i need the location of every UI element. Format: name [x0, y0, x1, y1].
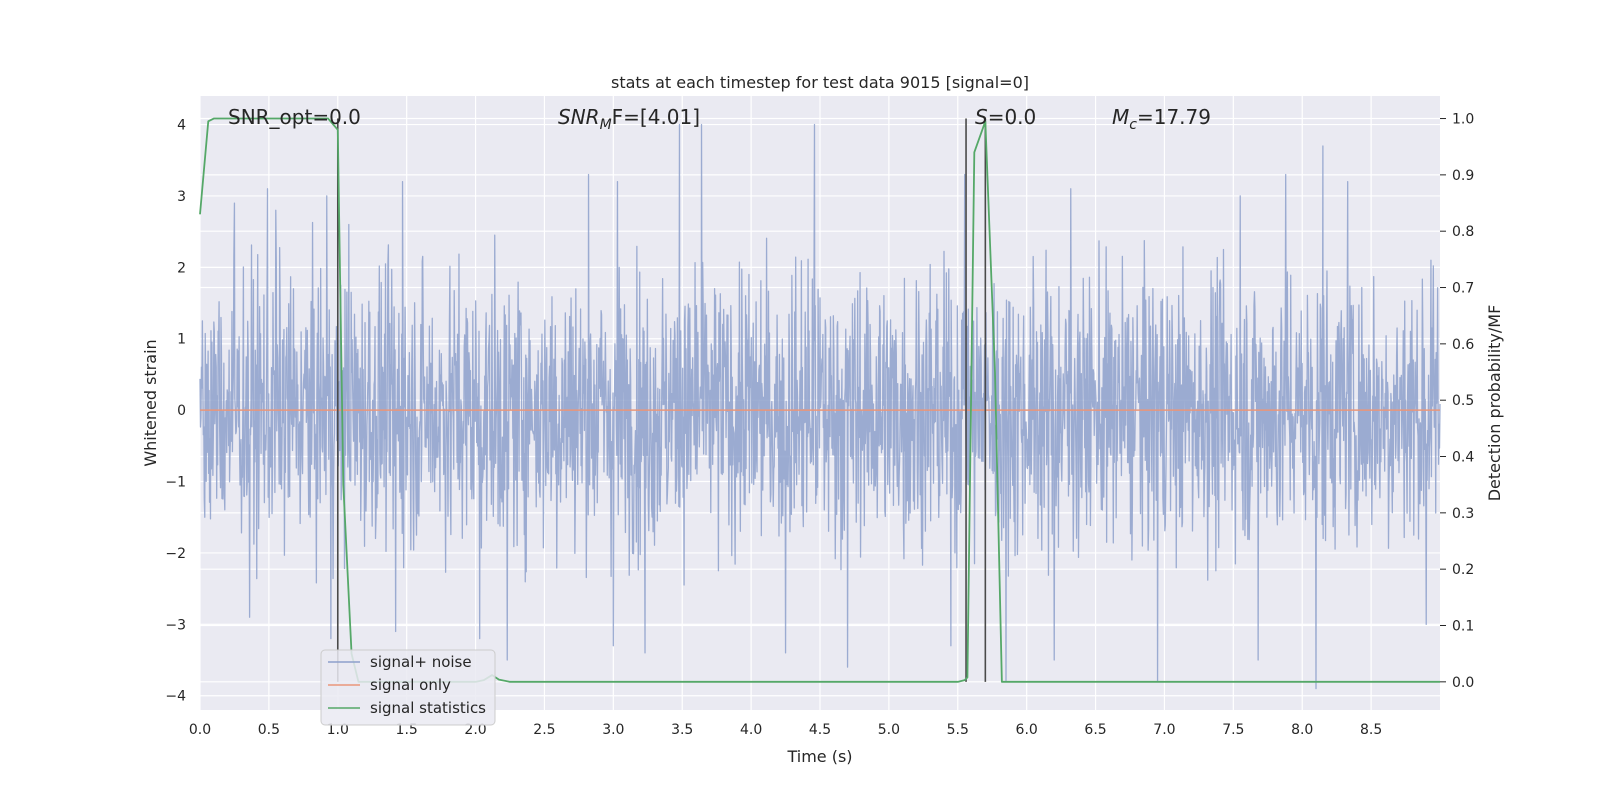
- x-tick-label: 0.5: [258, 722, 280, 738]
- x-tick-label: 7.0: [1153, 722, 1175, 738]
- y-tick-label: 4: [177, 118, 186, 134]
- y2-tick-label: 0.2: [1452, 562, 1474, 578]
- y2-tick-label: 0.5: [1452, 393, 1474, 409]
- y-axis-label: Whitened strain: [141, 339, 160, 466]
- y2-tick-label: 0.6: [1452, 337, 1474, 353]
- x-tick-label: 8.5: [1360, 722, 1382, 738]
- annotation-snr-mf: SNRMF=[4.01]: [558, 105, 700, 133]
- y-tick-label: 0: [177, 403, 186, 419]
- x-tick-label: 7.5: [1222, 722, 1244, 738]
- y-tick-label: −1: [165, 475, 186, 491]
- annotation-mc: Mc=17.79: [1112, 105, 1211, 133]
- x-axis-label: Time (s): [786, 747, 852, 766]
- y-tick-label: −4: [165, 689, 186, 705]
- y2-tick-label: 0.7: [1452, 281, 1474, 297]
- x-tick-label: 5.5: [947, 722, 969, 738]
- x-tick-label: 6.5: [1084, 722, 1106, 738]
- annotation-s-italic: S: [975, 105, 988, 129]
- y2-tick-label: 0.9: [1452, 168, 1474, 184]
- x-tick-label: 3.0: [602, 722, 624, 738]
- y2-tick-label: 0.3: [1452, 506, 1474, 522]
- y2-tick-label: 1.0: [1452, 112, 1474, 128]
- annotation-mc-base: M: [1112, 105, 1129, 129]
- legend: signal+ noise signal only signal statist…: [320, 649, 496, 726]
- x-tick-label: 4.5: [809, 722, 831, 738]
- x-tick-label: 1.0: [327, 722, 349, 738]
- series-signal-plus-noise: [199, 123, 1441, 690]
- signal-noise-line: [199, 123, 1441, 690]
- annotation-s: S=0.0: [975, 105, 1036, 129]
- annotations: SNR_opt=0.0 SNRMF=[4.01] S=0.0 Mc=17.79: [228, 105, 1211, 133]
- x-tick-label: 5.0: [878, 722, 900, 738]
- annotation-mc-rest: =17.79: [1137, 105, 1211, 129]
- chart-title: stats at each timestep for test data 901…: [611, 73, 1029, 92]
- y-tick-label: 3: [177, 189, 186, 205]
- x-tick-label: 2.0: [464, 722, 486, 738]
- annotation-snr-mf-base: SNR: [558, 105, 600, 129]
- annotation-mc-sub: c: [1129, 117, 1137, 133]
- x-tick-label: 4.0: [740, 722, 762, 738]
- y-tick-label: −2: [165, 546, 186, 562]
- legend-label-signal-only: signal only: [370, 676, 451, 694]
- legend-box: [320, 649, 496, 726]
- x-tick-label: 1.5: [396, 722, 418, 738]
- y2-tick-label: 0.0: [1452, 675, 1474, 691]
- x-tick-label: 0.0: [189, 722, 211, 738]
- axis-ticks: 0.0 0.5 1.0 1.5 2.0 2.5 3.0 3.5 4.0 4.5 5.0 5.5 6.0 6…: [165, 112, 1474, 738]
- annotation-snr-mf-sub: M: [600, 117, 612, 133]
- x-tick-label: 2.5: [533, 722, 555, 738]
- legend-label-signal-statistics: signal statistics: [370, 699, 486, 717]
- annotation-snr-opt: SNR_opt=0.0: [228, 105, 361, 129]
- y2-axis-label: Detection probability/MF: [1485, 305, 1504, 502]
- x-tick-label: 8.0: [1291, 722, 1313, 738]
- vertical-markers: [336, 118, 987, 682]
- annotation-s-rest: =0.0: [988, 105, 1037, 129]
- annotation-snr-mf-rest: F=[4.01]: [612, 105, 700, 129]
- y2-tick-label: 0.1: [1452, 619, 1474, 635]
- y2-tick-label: 0.4: [1452, 450, 1474, 466]
- y2-tick-label: 0.8: [1452, 224, 1474, 240]
- y-tick-label: −3: [165, 617, 186, 633]
- legend-label-signal-noise: signal+ noise: [370, 653, 472, 671]
- x-tick-label: 6.0: [1016, 722, 1038, 738]
- y-tick-label: 1: [177, 332, 186, 348]
- y-tick-label: 2: [177, 260, 186, 276]
- x-tick-label: 3.5: [671, 722, 693, 738]
